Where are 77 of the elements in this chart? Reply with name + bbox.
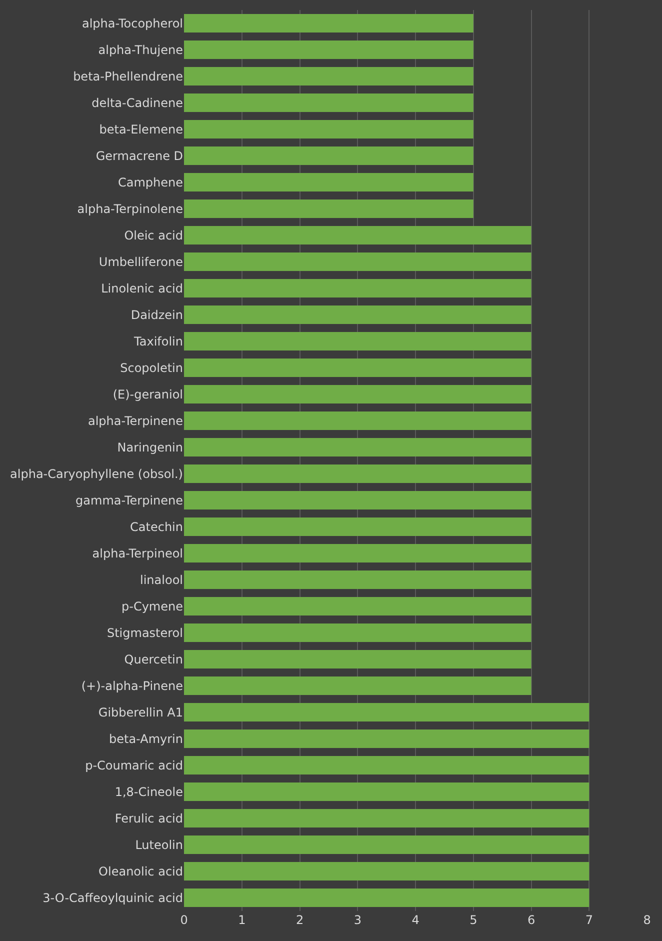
bar [184, 490, 532, 510]
y-tick-label: 3-O-Caffeoylquinic acid [42, 890, 183, 905]
y-tick-label: Oleanolic acid [98, 864, 183, 878]
y-tick-label: Luteolin [135, 838, 183, 852]
y-tick-label: alpha-Caryophyllene (obsol.) [10, 466, 183, 481]
bar [184, 66, 474, 86]
y-tick-label: Daidzein [130, 308, 183, 322]
bar [184, 808, 590, 828]
bar [184, 596, 532, 616]
y-tick-label: Stigmasterol [106, 626, 183, 640]
y-tick-label: Quercetin [124, 652, 183, 666]
y-tick-label: alpha-Thujene [98, 42, 183, 57]
bar [184, 40, 474, 60]
bar [184, 782, 590, 802]
bar [184, 278, 532, 298]
x-tick-label: 6 [527, 913, 536, 927]
y-tick-label: Umbelliferone [98, 254, 183, 269]
bar [184, 305, 532, 324]
bar [184, 517, 532, 536]
bar [184, 862, 590, 881]
y-tick-label: (+)-alpha-Pinene [81, 678, 183, 693]
y-tick-label: alpha-Terpineol [92, 546, 183, 560]
x-tick-label: 4 [412, 913, 420, 927]
y-tick-label: 1,8-Cineole [114, 784, 183, 799]
x-tick-label: 3 [354, 913, 362, 927]
x-tick-label: 8 [643, 913, 651, 927]
bar [184, 756, 590, 775]
bar [184, 570, 532, 590]
x-tick-label: 0 [180, 913, 188, 927]
y-tick-label: Camphene [118, 175, 183, 190]
bar [184, 358, 532, 378]
y-tick-label: Linolenic acid [101, 281, 183, 296]
y-tick-label: Ferulic acid [114, 811, 183, 826]
bar [184, 199, 474, 218]
y-tick-label: linalool [140, 572, 183, 587]
y-tick-label: delta-Cadinene [92, 96, 183, 110]
y-tick-label: Catechin [130, 520, 183, 534]
x-tick-label: 1 [238, 913, 246, 927]
bar [184, 650, 532, 669]
bar [184, 93, 474, 112]
bar [184, 120, 474, 139]
y-tick-label: Scopoletin [120, 360, 183, 375]
y-tick-label: p-Cymene [122, 599, 183, 614]
x-tick-label: 2 [296, 913, 304, 927]
y-tick-label: alpha-Tocopherol [82, 16, 183, 30]
bar [184, 835, 590, 854]
y-tick-label: Germacrene D [96, 148, 183, 163]
bar [184, 172, 474, 192]
bar [184, 14, 474, 33]
bar [184, 332, 532, 351]
bar [184, 146, 474, 166]
bar [184, 729, 590, 748]
bar [184, 888, 590, 908]
bar [184, 384, 532, 404]
y-tick-label: beta-Elemene [99, 122, 183, 136]
y-tick-label: alpha-Terpinolene [77, 202, 183, 216]
bar [184, 702, 590, 722]
x-tick-label: 5 [470, 913, 478, 927]
bar [184, 676, 532, 696]
y-tick-label: beta-Phellendrene [73, 69, 183, 84]
x-tick-label: 7 [585, 913, 593, 927]
y-tick-label: Oleic acid [124, 228, 183, 242]
y-tick-label: p-Coumaric acid [85, 758, 183, 772]
y-tick-label: beta-Amyrin [109, 732, 183, 746]
bar [184, 623, 532, 642]
y-tick-label: Taxifolin [133, 334, 183, 348]
bar [184, 438, 532, 457]
y-tick-label: alpha-Terpinene [88, 414, 183, 428]
bar [184, 252, 532, 272]
y-tick-label: (E)-geraniol [112, 387, 183, 402]
bar [184, 226, 532, 245]
bar [184, 464, 532, 484]
bar [184, 544, 532, 563]
y-tick-label: Gibberellin A1 [98, 705, 183, 720]
y-tick-label: gamma-Terpinene [76, 493, 183, 508]
y-tick-label: Naringenin [117, 440, 183, 454]
bar [184, 411, 532, 430]
